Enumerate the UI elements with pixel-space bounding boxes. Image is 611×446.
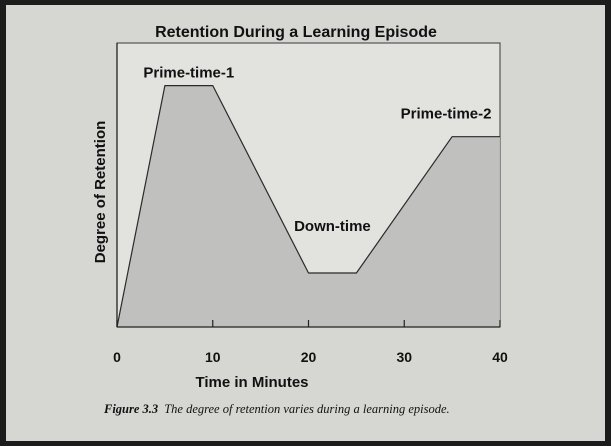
figure-caption: Figure 3.3 The degree of retention varies… [104, 402, 450, 417]
x-tick-label: 40 [492, 349, 508, 365]
retention-line [116, 84, 500, 328]
annotation-down-time: Down-time [294, 218, 371, 235]
retention-area-fill [117, 85, 500, 327]
x-tick-label: 0 [113, 349, 121, 365]
book-page: Retention During a Learning Episode 0 10 2… [6, 5, 605, 441]
x-tick-label: 10 [205, 349, 221, 365]
annotation-prime-time-1: Prime-time-1 [143, 65, 234, 82]
x-tick-label: 30 [396, 349, 412, 365]
figure-caption-label: Figure 3.3 [104, 402, 159, 416]
y-axis-label: Degree of Retention [92, 121, 109, 264]
chart-title: Retention During a Learning Episode [155, 24, 437, 41]
x-axis-label: Time in Minutes [195, 374, 308, 391]
annotation-prime-time-2: Prime-time-2 [401, 106, 492, 123]
retention-chart: Retention During a Learning Episode 0 10 2… [92, 24, 508, 391]
x-tick-label: 20 [301, 349, 317, 365]
figure-caption-text: The degree of retention varies during a … [164, 402, 450, 416]
plot-area: 0 10 20 30 40 Prime-time-1 Down-time Prime-time… [113, 42, 508, 365]
